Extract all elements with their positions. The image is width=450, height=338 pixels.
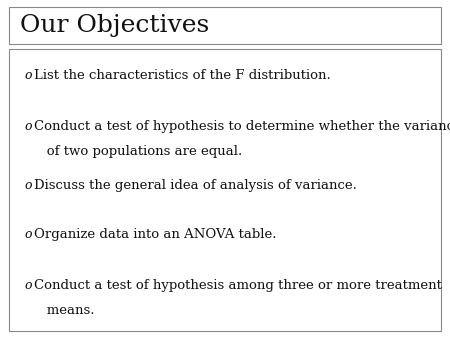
Text: means.: means. xyxy=(34,304,94,317)
Text: Conduct a test of hypothesis to determine whether the variances: Conduct a test of hypothesis to determin… xyxy=(34,120,450,133)
Bar xyxy=(9,7,441,44)
Text: o: o xyxy=(25,279,32,292)
Text: List the characteristics of the F distribution.: List the characteristics of the F distri… xyxy=(34,69,330,82)
Text: of two populations are equal.: of two populations are equal. xyxy=(34,145,242,158)
Bar xyxy=(9,49,441,331)
Text: o: o xyxy=(25,69,32,82)
Text: o: o xyxy=(25,179,32,192)
Text: o: o xyxy=(25,228,32,241)
Text: Discuss the general idea of analysis of variance.: Discuss the general idea of analysis of … xyxy=(34,179,356,192)
Text: Conduct a test of hypothesis among three or more treatment: Conduct a test of hypothesis among three… xyxy=(34,279,441,292)
Text: o: o xyxy=(25,120,32,133)
Text: Organize data into an ANOVA table.: Organize data into an ANOVA table. xyxy=(34,228,276,241)
Text: Our Objectives: Our Objectives xyxy=(20,14,210,37)
